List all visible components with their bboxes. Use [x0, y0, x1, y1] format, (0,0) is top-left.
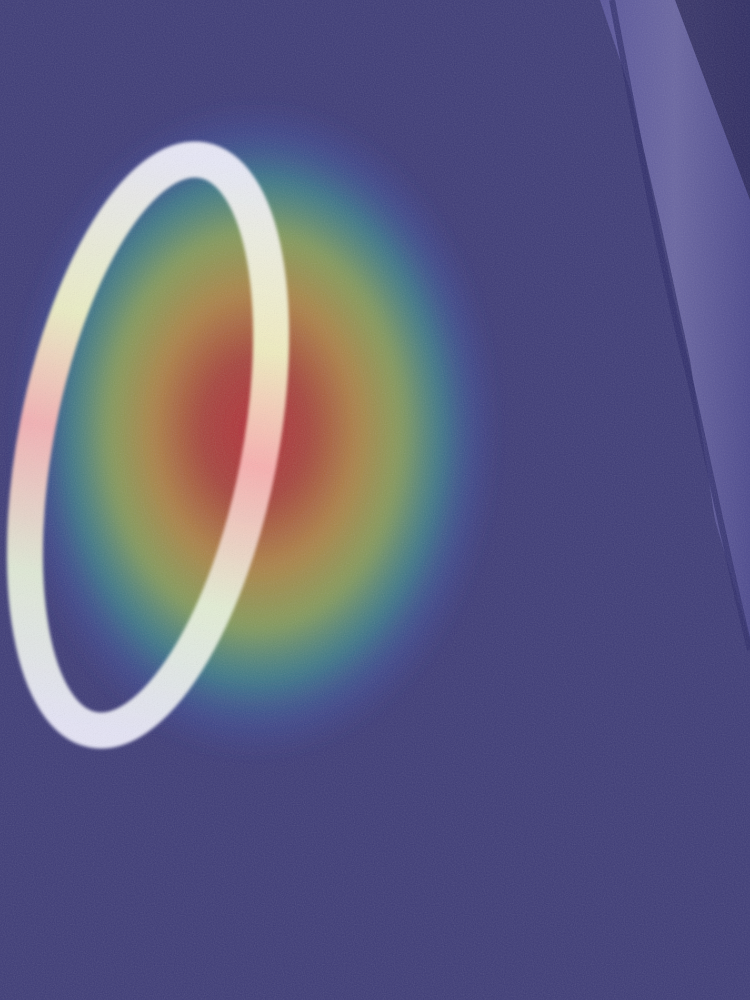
- asphalt-grain: [0, 0, 750, 1000]
- photo-canvas: [0, 0, 750, 1000]
- heatmap-photo: [0, 0, 750, 1000]
